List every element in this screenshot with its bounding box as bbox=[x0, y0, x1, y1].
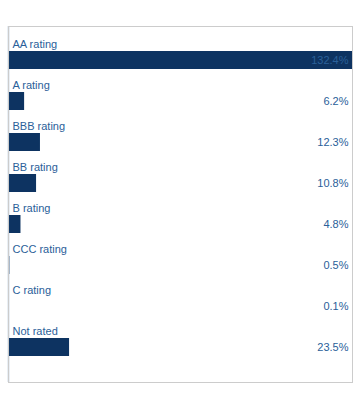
svg-text:0.5%: 0.5% bbox=[323, 259, 348, 271]
svg-text:6.2%: 6.2% bbox=[323, 95, 348, 107]
svg-text:Not rated: Not rated bbox=[13, 325, 58, 337]
svg-text:0.1%: 0.1% bbox=[323, 300, 348, 312]
svg-text:A rating: A rating bbox=[13, 79, 50, 91]
svg-text:23.5%: 23.5% bbox=[317, 341, 348, 353]
svg-text:132.4%: 132.4% bbox=[311, 54, 349, 66]
svg-text:AA rating: AA rating bbox=[13, 38, 58, 50]
svg-text:C rating: C rating bbox=[13, 284, 52, 296]
svg-text:BBB rating: BBB rating bbox=[13, 120, 66, 132]
svg-text:10.8%: 10.8% bbox=[317, 177, 348, 189]
svg-text:B rating: B rating bbox=[13, 202, 51, 214]
svg-text:CCC rating: CCC rating bbox=[13, 243, 67, 255]
svg-text:BB rating: BB rating bbox=[13, 161, 58, 173]
svg-text:4.8%: 4.8% bbox=[323, 218, 348, 230]
svg-text:12.3%: 12.3% bbox=[317, 136, 348, 148]
